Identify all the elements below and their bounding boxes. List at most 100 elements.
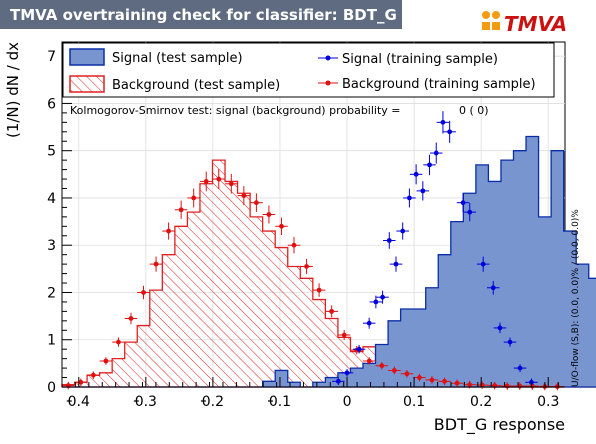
signal-training-point	[480, 261, 486, 267]
y-tick-label: 5	[47, 144, 56, 160]
background-training-point	[103, 358, 109, 364]
x-tick-label: 0.2	[470, 394, 492, 410]
background-training-point	[153, 261, 159, 267]
signal-training-point	[420, 188, 426, 194]
background-training-point	[178, 207, 184, 213]
legend-signal-test-label: Signal (test sample)	[112, 51, 243, 66]
background-training-point	[141, 290, 146, 295]
x-tick-label: 0.3	[537, 394, 559, 410]
logo-block-2	[492, 22, 500, 30]
signal-training-point	[344, 370, 350, 376]
x-tick-label: 0	[343, 394, 352, 410]
legend-signal-train-marker	[325, 55, 331, 61]
x-tick-label: 0.2	[202, 394, 224, 410]
background-training-point	[191, 195, 197, 201]
legend-background-test-label: Background (test sample)	[112, 78, 280, 93]
signal-training-point	[427, 162, 432, 168]
signal-training-point	[407, 195, 412, 201]
legend-background-train-marker	[325, 80, 331, 86]
background-training-points	[62, 169, 564, 391]
signal-training-point	[366, 320, 372, 326]
legend-signal-test-swatch	[69, 48, 105, 66]
signal-training-point	[335, 378, 341, 384]
chart-title: TMVA overtraining check for classifier: …	[10, 6, 397, 24]
x-axis-label: BDT_G response	[434, 415, 565, 435]
y-tick-label: 4	[47, 191, 56, 207]
logo-text: TMVA	[504, 12, 567, 36]
background-training-point	[166, 228, 172, 234]
background-training-point	[116, 339, 121, 345]
signal-training-point	[373, 299, 379, 305]
background-training-point	[266, 212, 272, 217]
background-training-point	[304, 264, 309, 269]
signal-training-point	[517, 365, 523, 371]
logo-dot-2	[492, 11, 500, 19]
background-training-point	[216, 176, 222, 182]
signal-training-point	[460, 200, 466, 206]
signal-training-point	[433, 150, 439, 156]
background-training-point	[417, 375, 422, 380]
background-training-point	[379, 363, 385, 369]
y-tick-label: 2	[47, 285, 56, 301]
background-training-point	[253, 200, 259, 206]
y-tick-label: 6	[47, 96, 56, 112]
signal-training-point	[393, 261, 399, 267]
signal-training-point	[490, 285, 496, 291]
signal-training-point	[507, 339, 513, 345]
legend-signal-train-label: Signal (training sample)	[342, 52, 498, 67]
background-training-point	[128, 316, 134, 321]
background-training-point	[366, 358, 372, 364]
background-training-point	[454, 380, 460, 386]
signal-training-point	[386, 238, 392, 243]
x-tick-label: 0.3	[135, 394, 157, 410]
legend-box	[62, 42, 555, 98]
logo-dot-1	[482, 11, 490, 19]
signal-training-point	[497, 325, 503, 331]
y-tick-label: 3	[47, 238, 56, 254]
y-tick-label: 1	[47, 333, 56, 349]
legend-background-train-label: Background (training sample)	[342, 77, 536, 92]
background-training-point	[90, 372, 96, 378]
background-training-point	[241, 193, 247, 198]
background-training-point	[279, 223, 284, 229]
background-training-point	[504, 383, 510, 389]
logo-block-1	[482, 22, 490, 30]
ks-test-values: 0 ( 0)	[459, 104, 489, 117]
x-tick-label: 0.4	[68, 394, 90, 410]
y-tick-label: 0	[47, 380, 56, 396]
x-tick-label: 0.1	[403, 394, 425, 410]
x-tick-label: 0.1	[269, 394, 291, 410]
background-test-histogram-path	[61, 159, 596, 388]
signal-training-point	[440, 119, 446, 125]
background-training-point	[404, 371, 410, 377]
title-bar	[0, 0, 402, 29]
signal-training-point	[380, 294, 385, 300]
background-training-point	[442, 378, 447, 384]
background-test-histogram	[61, 159, 596, 388]
background-training-point	[291, 242, 297, 248]
background-training-point	[78, 379, 84, 385]
background-training-point	[203, 179, 209, 184]
ks-test-text: Kolmogorov-Smirnov test: signal (backgro…	[70, 104, 401, 117]
legend: Signal (test sample) Background (test sa…	[62, 42, 555, 98]
background-training-point	[316, 287, 322, 293]
signal-training-point	[447, 129, 453, 135]
background-training-point	[228, 181, 234, 187]
signal-training-point	[467, 209, 473, 215]
tmva-logo: TMVA	[482, 11, 567, 36]
y-axis-label: (1/N) dN / dx	[4, 42, 22, 138]
signal-training-points	[332, 111, 538, 387]
legend-background-test-swatch	[69, 75, 105, 93]
background-training-point	[429, 377, 435, 383]
background-training-point	[341, 332, 347, 338]
y-tick-label: 7	[47, 49, 56, 65]
background-training-point	[391, 368, 397, 373]
overflow-note: U/O-flow (S,B): (0.0, 0.0)% / (0.0, 0.0)…	[571, 209, 581, 387]
signal-training-point	[400, 228, 406, 234]
signal-training-point	[356, 346, 362, 352]
signal-training-point	[413, 171, 419, 177]
axes: 0 1 2 3 4 5 6 7 0.4 0.3 0.2 0.1 0 0.1 0.2 0.3	[47, 42, 565, 410]
background-training-point	[329, 308, 335, 314]
background-training-point	[467, 382, 472, 388]
